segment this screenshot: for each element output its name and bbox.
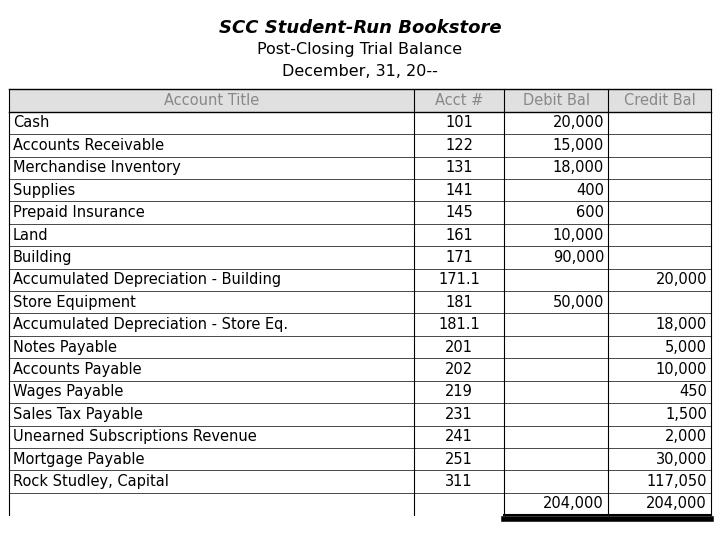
Text: 241: 241 <box>445 429 473 444</box>
Bar <box>9 89 711 112</box>
Text: 1,500: 1,500 <box>665 407 707 422</box>
Text: Prepaid Insurance: Prepaid Insurance <box>13 205 145 220</box>
Text: 10,000: 10,000 <box>553 227 604 242</box>
Text: 450: 450 <box>679 384 707 400</box>
Text: 122: 122 <box>445 138 473 153</box>
Text: Unearned Subscriptions Revenue: Unearned Subscriptions Revenue <box>13 429 257 444</box>
Text: 161: 161 <box>445 227 473 242</box>
Text: Mortgage Payable: Mortgage Payable <box>13 451 145 467</box>
Text: Credit Bal: Credit Bal <box>624 93 696 108</box>
Text: December, 31, 20--: December, 31, 20-- <box>282 64 438 79</box>
Text: Account Title: Account Title <box>163 93 259 108</box>
Text: 2,000: 2,000 <box>665 429 707 444</box>
Text: Accounts Receivable: Accounts Receivable <box>13 138 164 153</box>
Text: 15,000: 15,000 <box>553 138 604 153</box>
Text: Accounts Payable: Accounts Payable <box>13 362 142 377</box>
Text: Accumulated Depreciation - Store Eq.: Accumulated Depreciation - Store Eq. <box>13 317 288 332</box>
Text: 50,000: 50,000 <box>553 295 604 310</box>
Text: 171: 171 <box>445 250 473 265</box>
Text: Store Equipment: Store Equipment <box>13 295 136 310</box>
Text: 10,000: 10,000 <box>656 362 707 377</box>
Text: 20,000: 20,000 <box>552 116 604 131</box>
Text: 600: 600 <box>576 205 604 220</box>
Text: Rock Studley, Capital: Rock Studley, Capital <box>13 474 168 489</box>
Text: Cash: Cash <box>13 116 50 131</box>
Text: Sales Tax Payable: Sales Tax Payable <box>13 407 143 422</box>
Text: 181.1: 181.1 <box>438 317 480 332</box>
Text: 251: 251 <box>445 451 473 467</box>
Text: 141: 141 <box>445 183 473 198</box>
Text: 20,000: 20,000 <box>655 272 707 287</box>
Text: SCC Student-Run Bookstore: SCC Student-Run Bookstore <box>219 19 501 37</box>
Text: 231: 231 <box>445 407 473 422</box>
Text: 204,000: 204,000 <box>544 496 604 511</box>
Text: Post-Closing Trial Balance: Post-Closing Trial Balance <box>258 42 462 57</box>
Text: 311: 311 <box>445 474 473 489</box>
Text: 101: 101 <box>445 116 473 131</box>
Text: 18,000: 18,000 <box>553 160 604 176</box>
Text: Acct #: Acct # <box>435 93 483 108</box>
Text: Accumulated Depreciation - Building: Accumulated Depreciation - Building <box>13 272 281 287</box>
Text: Wages Payable: Wages Payable <box>13 384 123 400</box>
Text: 204,000: 204,000 <box>647 496 707 511</box>
Text: 145: 145 <box>445 205 473 220</box>
Text: 30,000: 30,000 <box>656 451 707 467</box>
Text: 18,000: 18,000 <box>656 317 707 332</box>
Text: Land: Land <box>13 227 48 242</box>
Text: 171.1: 171.1 <box>438 272 480 287</box>
Text: 400: 400 <box>576 183 604 198</box>
Text: Supplies: Supplies <box>13 183 75 198</box>
Text: Notes Payable: Notes Payable <box>13 340 117 355</box>
Text: Merchandise Inventory: Merchandise Inventory <box>13 160 181 176</box>
Text: 5,000: 5,000 <box>665 340 707 355</box>
Text: 202: 202 <box>445 362 473 377</box>
Text: 219: 219 <box>445 384 473 400</box>
Text: 201: 201 <box>445 340 473 355</box>
Text: Debit Bal: Debit Bal <box>523 93 590 108</box>
Text: 117,050: 117,050 <box>647 474 707 489</box>
Text: Building: Building <box>13 250 73 265</box>
Text: 90,000: 90,000 <box>553 250 604 265</box>
Text: 131: 131 <box>445 160 473 176</box>
Text: 181: 181 <box>445 295 473 310</box>
